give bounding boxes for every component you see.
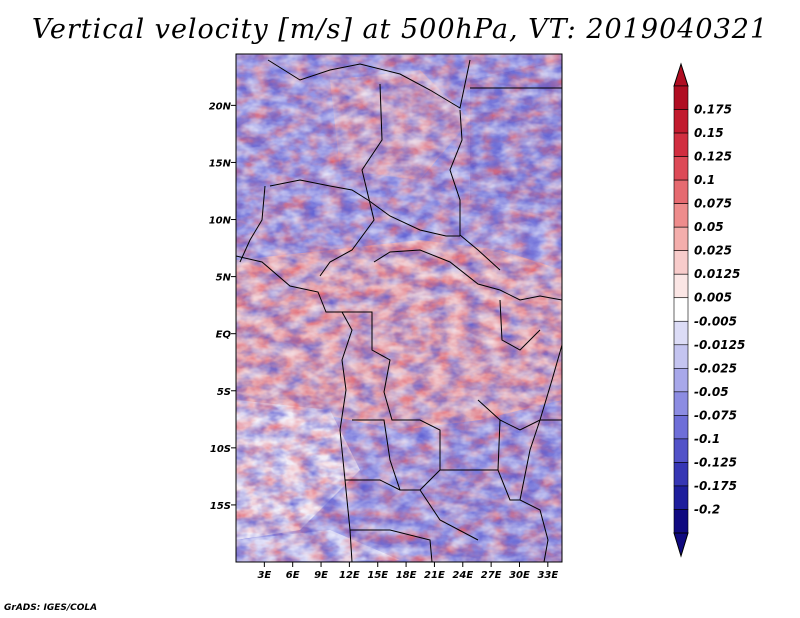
colorbar-label: -0.05 [694,385,729,399]
x-axis: 3E 6E 9E 12E 15E 18E 21E 24E 27E 30E 33E [257,562,558,581]
y-tick-label: 10S [210,444,231,455]
colorbar-label: 0.0125 [694,267,740,281]
colorbar-swatch [673,415,689,440]
colorbar-label: 0.1 [694,173,715,187]
credit-label: GrADS: IGES/COLA [4,603,98,613]
colorbar-label: -0.025 [694,361,737,375]
colorbar-swatch [673,462,689,487]
x-tick-label: 6E [286,570,300,581]
colorbar-swatch [673,179,689,204]
y-tick-label: EQ [216,330,232,341]
colorbar-swatch [673,109,689,134]
x-tick-label: 33E [537,570,558,581]
colorbar-swatch [673,368,689,393]
x-tick-label: 30E [509,570,530,581]
y-tick-label: 5S [217,387,231,398]
colorbar-label: -0.1 [694,432,720,446]
colorbar-label: 0.125 [694,150,732,164]
x-tick-label: 15E [367,570,388,581]
chart-title: Vertical velocity [m/s] at 500hPa, VT: 2… [31,14,769,45]
colorbar-swatch [673,273,689,299]
colorbar-label: 0.175 [694,103,732,117]
colorbar-label: -0.125 [694,455,737,469]
colorbar-label: 0.075 [694,197,732,211]
y-tick-label: 20N [209,101,232,112]
x-tick-label: 12E [339,570,360,581]
colorbar-swatch [673,226,689,251]
x-tick-label: 18E [396,570,417,581]
colorbar-label: -0.075 [694,408,737,422]
colorbar-swatch [673,132,689,157]
field-streaks-white [236,54,562,562]
x-tick-label: 24E [452,570,473,581]
y-tick-label: 15S [210,501,231,512]
colorbar-label: -0.005 [694,314,737,328]
colorbar: 0.175 0.15 0.125 0.1 0.075 0.05 0.025 0.0125 0.0… [673,62,745,558]
colorbar-swatch [673,250,689,275]
country-borders [236,59,562,562]
colorbar-swatch [673,85,689,110]
x-tick-label: 3E [257,570,271,581]
colorbar-label: -0.175 [694,479,737,493]
colorbar-label: 0.025 [694,244,732,258]
colorbar-arrow-top [673,62,689,87]
colorbar-swatch [673,156,689,181]
colorbar-swatch [673,320,689,346]
x-tick-label: 21E [424,570,445,581]
y-axis: 20N 15N 10N 5N EQ 5S 10S 15S [209,101,236,512]
colorbar-label: 0.05 [694,220,724,234]
coastline-east [519,344,562,562]
map-field [236,54,562,562]
x-tick-label: 27E [481,570,502,581]
colorbar-swatch [673,297,689,322]
colorbar-swatch [673,344,689,369]
y-tick-label: 15N [209,158,232,169]
y-tick-label: 10N [209,216,232,227]
x-tick-label: 9E [314,570,328,581]
y-tick-label: 5N [216,273,232,284]
colorbar-label: 0.15 [694,126,724,140]
colorbar-swatch [673,485,689,510]
colorbar-label: 0.005 [694,291,732,305]
map-frame [235,53,563,563]
colorbar-swatch [673,438,689,463]
colorbar-label: -0.2 [694,502,720,516]
colorbar-label: -0.0125 [694,338,745,352]
colorbar-swatch [673,391,689,416]
colorbar-swatch [673,203,689,228]
colorbar-arrow-bottom [673,532,689,558]
colorbar-swatch [673,509,689,534]
